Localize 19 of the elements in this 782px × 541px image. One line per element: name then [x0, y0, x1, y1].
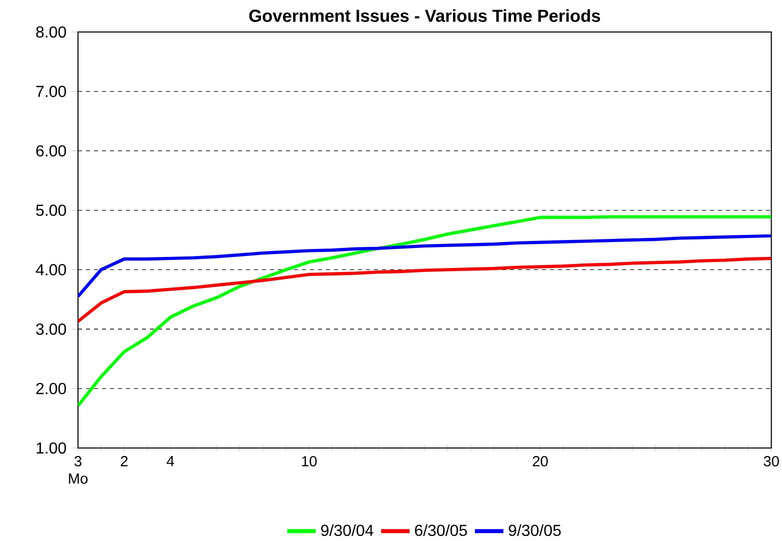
y-tick-label: 6.00	[36, 145, 66, 157]
line-series	[78, 256, 772, 324]
chart-title: Government Issues - Various Time Periods	[249, 9, 600, 22]
legend-label: 9/30/05	[508, 524, 561, 536]
x-tick-label: 3 Mo	[69, 456, 88, 484]
x-tick-label: 30	[764, 456, 779, 466]
y-tick-label: 7.00	[36, 86, 66, 98]
y-tick-label: 3.00	[36, 323, 66, 335]
x-tick-label: 10	[302, 456, 317, 466]
x-tick-label: 2	[120, 456, 128, 466]
y-tick-label: 1.00	[36, 442, 66, 454]
y-tick-label: 4.00	[36, 264, 66, 276]
legend-label: 6/30/05	[415, 524, 467, 536]
y-tick-label: 2.00	[36, 382, 66, 394]
x-tick-label: 20	[532, 456, 548, 466]
legend-label: 9/30/04	[321, 524, 374, 536]
x-tick-label: 4	[166, 456, 174, 466]
y-tick-label: 8.00	[36, 26, 66, 38]
y-tick-label: 5.00	[36, 204, 66, 216]
